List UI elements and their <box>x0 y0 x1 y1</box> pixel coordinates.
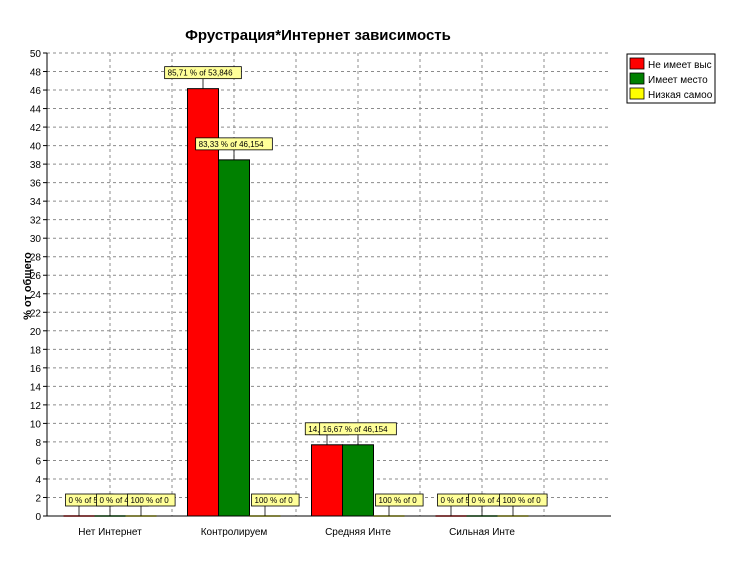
y-tick-label: 16 <box>30 364 42 375</box>
x-tick-label: Нет Интернет <box>78 527 142 538</box>
data-label: 100 % of 0 <box>255 496 294 505</box>
bar <box>187 88 219 517</box>
y-tick-label: 48 <box>30 68 42 79</box>
y-tick-label: 40 <box>30 142 42 153</box>
x-tick-label: Контролируем <box>201 527 268 538</box>
y-tick-label: 20 <box>30 327 42 338</box>
data-label: 100 % of 0 <box>503 496 542 505</box>
bar <box>218 159 250 517</box>
data-label: 0 % of 53, <box>69 496 105 505</box>
data-label: 100 % of 0 <box>379 496 418 505</box>
bar <box>311 444 343 517</box>
y-tick-label: 38 <box>30 160 42 171</box>
y-tick-label: 44 <box>30 105 42 116</box>
legend-swatch <box>629 57 645 70</box>
data-label-box <box>195 137 273 151</box>
y-tick-label: 36 <box>30 179 42 190</box>
y-tick-label: 6 <box>35 456 41 467</box>
y-tick-label: 50 <box>30 49 42 60</box>
y-tick-label: 10 <box>30 419 42 430</box>
y-tick-label: 24 <box>30 290 42 301</box>
data-label-box <box>251 493 300 507</box>
data-label: 16,67 % of 46,154 <box>323 425 388 434</box>
y-tick-label: 46 <box>30 86 42 97</box>
y-tick-label: 12 <box>30 401 42 412</box>
x-tick-label: Сильная Инте <box>449 527 515 538</box>
bar <box>342 444 374 517</box>
legend[interactable]: Не имеет выс Имеет место Низкая самоо <box>626 53 716 104</box>
y-tick-label: 14 <box>30 382 42 393</box>
legend-swatch <box>629 87 645 100</box>
data-label: 0 % of 46,1 <box>472 496 513 505</box>
data-label-box <box>499 493 548 507</box>
data-label-box <box>375 493 424 507</box>
data-label-box <box>319 422 397 436</box>
y-tick-label: 32 <box>30 216 42 227</box>
data-label: 100 % of 0 <box>131 496 170 505</box>
y-axis-label: % от общего <box>22 252 34 320</box>
legend-label: Низкая самоо <box>648 90 713 101</box>
data-label: 0 % of 53, <box>441 496 477 505</box>
legend-label: Не имеет выс <box>648 60 712 71</box>
legend-label: Имеет место <box>648 75 708 86</box>
data-label-box <box>164 66 242 80</box>
grid <box>47 52 611 516</box>
y-tick-label: 34 <box>30 197 42 208</box>
y-tick-label: 2 <box>35 493 41 504</box>
y-tick-label: 28 <box>30 253 42 264</box>
x-tick-label: Средняя Инте <box>325 527 391 538</box>
y-tick-label: 42 <box>30 123 42 134</box>
legend-swatch <box>629 72 645 85</box>
y-tick-label: 18 <box>30 345 42 356</box>
y-tick-label: 26 <box>30 271 42 282</box>
chart-title: Фрустрация*Интернет зависимость <box>185 27 451 44</box>
y-tick-label: 22 <box>30 308 42 319</box>
y-tick-label: 8 <box>35 438 41 449</box>
data-label: 83,33 % of 46,154 <box>199 140 264 149</box>
y-tick-label: 30 <box>30 234 42 245</box>
y-tick-label: 4 <box>35 475 41 486</box>
y-tick-label: 0 <box>35 512 41 523</box>
data-label-box <box>127 493 176 507</box>
data-label: 85,71 % of 53,846 <box>168 69 233 78</box>
data-label: 0 % of 46,1 <box>100 496 141 505</box>
